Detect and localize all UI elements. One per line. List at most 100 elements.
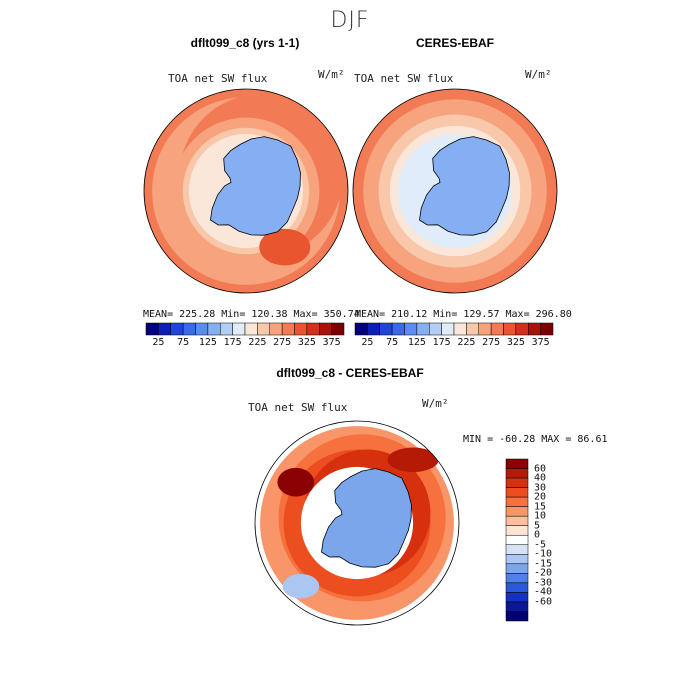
- panel-title-diff: dflt099_c8 - CERES-EBAF: [276, 366, 424, 380]
- colorbar-tick-label: 225: [457, 337, 476, 348]
- colorbar-tick-label: 20: [534, 491, 547, 503]
- colorbar-swatch: [505, 554, 529, 565]
- colorbar-swatch: [244, 322, 258, 336]
- panel-title-obs: CERES-EBAF: [415, 36, 494, 50]
- colorbar-swatch: [490, 322, 504, 336]
- colorbar-tick-label: 75: [177, 337, 190, 348]
- variable-label-model: TOA net SW flux: [168, 72, 268, 85]
- colorbar-tick-label: 25: [361, 337, 374, 348]
- polar-map-diff: [254, 420, 460, 626]
- colorbar-tick-label: 10: [534, 510, 547, 522]
- colorbar-swatch: [416, 322, 430, 336]
- colorbar-swatch: [528, 322, 541, 336]
- colorbar-tick-label: 375: [322, 337, 341, 348]
- colorbar-tick-label: 5: [534, 520, 541, 532]
- colorbar-swatch: [367, 322, 380, 336]
- colorbar-swatch: [404, 322, 418, 336]
- polar-map-model: [143, 88, 349, 294]
- colorbar-swatch: [505, 573, 529, 584]
- colorbar-swatch: [505, 487, 529, 498]
- colorbar-swatch: [182, 322, 196, 336]
- units-label-obs: W/m²: [525, 68, 552, 81]
- negative-anomaly: [282, 574, 320, 599]
- colorbar-swatch: [505, 468, 529, 479]
- colorbar-tick-label: 0: [534, 529, 541, 541]
- season-title: DJF: [330, 8, 370, 33]
- colorbar-swatch: [505, 592, 529, 603]
- colorbar-tick-label: 125: [407, 337, 426, 348]
- colorbar-tick-label: 275: [482, 337, 501, 348]
- colorbar-tick-label: 40: [534, 472, 547, 484]
- antarctica-coastline: [419, 136, 510, 236]
- stats-line-diff: MIN = -60.28 MAX = 86.61: [463, 434, 608, 445]
- colorbar-tick-label: 30: [534, 482, 547, 494]
- colorbar-swatch: [505, 563, 529, 574]
- colorbar-swatch: [505, 477, 529, 488]
- colorbar-swatch: [281, 322, 295, 336]
- colorbar-tick-label: 125: [198, 337, 217, 348]
- colorbar-swatch: [354, 322, 368, 336]
- colorbar-tick-label: -60: [534, 596, 553, 608]
- colorbar-swatch: [331, 322, 345, 336]
- colorbar-swatch: [145, 322, 159, 336]
- colorbar-tick-label: -20: [534, 567, 553, 579]
- stats-line-obs: MEAN= 210.12 Min= 129.57 Max= 296.80: [355, 309, 572, 320]
- variable-label-obs: TOA net SW flux: [354, 72, 454, 85]
- colorbar-swatch: [195, 322, 209, 336]
- colorbar-tick-label: 325: [297, 337, 316, 348]
- colorbar-swatch: [306, 322, 320, 336]
- colorbar-tick-label: 375: [531, 337, 550, 348]
- colorbar-swatch: [453, 322, 467, 336]
- colorbar-tick-label: 75: [386, 337, 399, 348]
- colorbar-swatch: [505, 611, 529, 622]
- units-label-model: W/m²: [318, 68, 345, 81]
- colorbar-swatch: [505, 506, 529, 517]
- colorbar-swatch: [505, 582, 529, 593]
- map-border: [254, 420, 460, 626]
- colorbar-tick-label: -5: [534, 539, 547, 551]
- colorbar-obs: [354, 322, 554, 336]
- colorbar-tick-label: -15: [534, 558, 553, 570]
- colorbar-tick-label: 275: [273, 337, 292, 348]
- colorbar-tick-label: -40: [534, 586, 553, 598]
- colorbar-swatch: [207, 322, 221, 336]
- strong-positive-anomaly: [277, 467, 315, 497]
- colorbar-swatch: [269, 322, 283, 336]
- colorbar-swatch: [379, 322, 393, 336]
- colorbar-tick-label: 175: [223, 337, 242, 348]
- colorbar-swatch: [466, 322, 479, 336]
- colorbar-swatch: [429, 322, 442, 336]
- colorbar-swatch: [220, 322, 233, 336]
- colorbar-swatch: [505, 601, 529, 612]
- colorbar-swatch: [503, 322, 517, 336]
- colorbar-tick-label: -30: [534, 577, 553, 589]
- map-border: [352, 88, 558, 294]
- colorbar-swatch: [505, 458, 529, 469]
- colorbar-tick-label: -10: [534, 548, 553, 560]
- colorbar-diff: [505, 458, 529, 622]
- colorbar-tick-label: 15: [534, 501, 547, 513]
- colorbar-model: [145, 322, 345, 336]
- colorbar-tick-label: 225: [248, 337, 267, 348]
- colorbar-swatch: [540, 322, 554, 336]
- colorbar-tick-label: 325: [506, 337, 525, 348]
- colorbar-swatch: [391, 322, 405, 336]
- colorbar-swatch: [505, 534, 529, 546]
- map-border: [143, 88, 349, 294]
- antarctica-coastline: [321, 468, 412, 568]
- colorbar-swatch: [515, 322, 529, 336]
- colorbar-swatch: [257, 322, 270, 336]
- colorbar-tick-label: 25: [152, 337, 165, 348]
- colorbar-swatch: [505, 496, 529, 507]
- colorbar-swatch: [294, 322, 308, 336]
- units-label-diff: W/m²: [422, 397, 449, 410]
- colorbar-swatch: [441, 322, 455, 336]
- colorbar-swatch: [478, 322, 492, 336]
- polar-map-obs: [352, 88, 558, 294]
- colorbar-swatch: [319, 322, 332, 336]
- colorbar-tick-label: 60: [534, 463, 547, 475]
- colorbar-swatch: [158, 322, 171, 336]
- high-flux-region: [259, 228, 311, 266]
- colorbar-swatch: [505, 515, 529, 526]
- positive-anomaly: [387, 447, 439, 472]
